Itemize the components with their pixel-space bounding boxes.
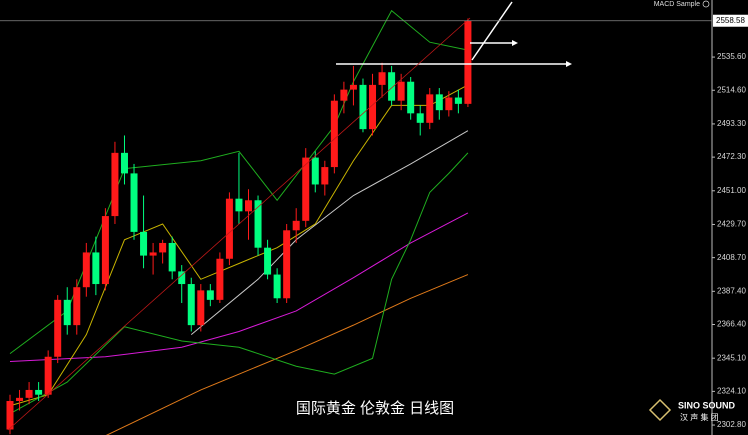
candle-body <box>225 198 233 259</box>
candle-body <box>426 94 434 123</box>
y-tick-label: 2408.70 <box>717 253 746 262</box>
arrowhead <box>512 40 518 46</box>
candle-body <box>25 389 33 398</box>
candle-body <box>311 157 319 185</box>
candle-body <box>168 242 176 272</box>
candle-body <box>178 271 186 285</box>
candle-body <box>302 157 310 221</box>
logo-brand: SINO SOUND <box>678 400 736 410</box>
arrow <box>471 1 513 61</box>
candle-body <box>197 290 205 326</box>
candle-body <box>321 167 329 185</box>
caption: 国际黄金 伦敦金 日线图 <box>296 400 454 417</box>
y-tick-label: 2345.10 <box>717 353 746 362</box>
y-tick-label: 2535.60 <box>717 52 746 61</box>
candle-body <box>92 252 100 285</box>
candle-body <box>130 173 138 232</box>
candle-body <box>187 284 195 326</box>
price-label: 2558.58 <box>716 16 745 25</box>
candle-body <box>283 230 291 299</box>
candle-body <box>435 94 443 111</box>
candle-body <box>292 220 300 231</box>
indicator-name: MACD Sample <box>654 1 700 8</box>
candle-body <box>254 200 262 248</box>
candle-body <box>54 299 62 357</box>
arrowhead <box>566 61 572 67</box>
trend-line <box>7 17 471 431</box>
candle-body <box>63 299 71 326</box>
candle-body <box>359 84 367 130</box>
candle-body <box>264 247 272 275</box>
candle-body <box>44 356 52 395</box>
indicator-line <box>105 274 469 435</box>
y-tick-label: 2387.40 <box>717 286 746 295</box>
candle-body <box>16 397 24 402</box>
candle-body <box>340 89 348 101</box>
candle-body <box>159 242 167 253</box>
candle-body <box>445 97 453 111</box>
candle-body <box>330 100 338 168</box>
y-tick-label: 2429.70 <box>717 220 746 229</box>
y-tick-label: 2451.00 <box>717 186 746 195</box>
y-tick-label: 2366.40 <box>717 320 746 329</box>
candle-body <box>140 231 148 256</box>
candle-body <box>206 290 214 300</box>
candle-body <box>6 401 14 430</box>
candle-body <box>454 97 462 104</box>
candle-body <box>149 252 157 256</box>
candle-body <box>378 72 386 85</box>
y-tick-label: 2324.10 <box>717 386 746 395</box>
candle-body <box>235 198 243 212</box>
logo-subtitle: 汉 声 集 团 <box>680 412 719 422</box>
candle-body <box>82 252 90 288</box>
candle-body <box>216 258 224 300</box>
candle-body <box>349 84 357 90</box>
indicator-icon <box>702 0 710 8</box>
indicator-line <box>190 130 469 336</box>
candle-body <box>101 216 109 285</box>
y-tick-label: 2472.30 <box>717 152 746 161</box>
price-label-box <box>713 14 748 27</box>
y-tick-label: 2514.60 <box>717 85 746 94</box>
candle-body <box>245 200 252 212</box>
indicator-line <box>9 84 469 407</box>
candle-body <box>273 274 281 299</box>
candle-body <box>120 152 128 174</box>
candle-body <box>35 389 43 395</box>
logo-mark <box>648 398 672 422</box>
indicator-line <box>9 212 469 362</box>
candle-body <box>111 152 119 217</box>
candle-body <box>397 81 405 101</box>
plot <box>6 9 472 435</box>
candle-body <box>464 20 472 104</box>
candle-body <box>407 81 415 114</box>
y-tick-label: 2302.80 <box>717 420 746 429</box>
candle-body <box>416 113 424 123</box>
y-tick-label: 2493.30 <box>717 119 746 128</box>
candle-body <box>388 72 396 101</box>
candle-body <box>73 287 81 326</box>
indicator-line <box>9 152 469 415</box>
candle-body <box>369 84 377 130</box>
